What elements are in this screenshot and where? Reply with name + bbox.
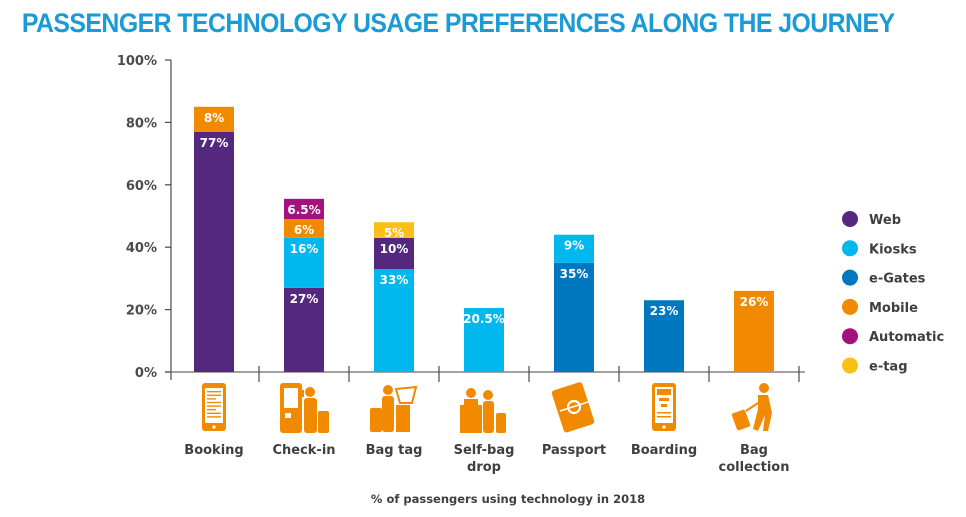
legend-item-web: Web <box>842 211 901 228</box>
bar-segment-automatic <box>284 198 324 220</box>
bar-stack-check-in: 27% 16% 6% 6.5% <box>284 198 324 372</box>
mobile-boarding-pass-icon <box>652 383 676 431</box>
legend: Web Kiosks e-Gates Mobile Automatic e-tag <box>842 211 944 375</box>
bar-value-label: 23% <box>650 304 679 318</box>
y-tick-label: 80% <box>126 116 157 131</box>
bar-value-label: 6.5% <box>287 203 320 217</box>
legend-swatch <box>842 269 858 286</box>
category-label: Booking <box>184 443 243 458</box>
legend-swatch <box>842 357 858 374</box>
bar-value-label: 8% <box>204 111 224 125</box>
category-labels: Booking Check-in Bag tag Self-bag drop Passpo… <box>184 443 789 475</box>
passport-icon <box>551 382 595 433</box>
legend-swatch <box>842 298 858 315</box>
bar-stack-booking: 77% 8% <box>194 106 234 372</box>
bag-tag-kiosk-icon <box>370 385 418 432</box>
bar-stack-bag-collection: 26% <box>734 290 774 372</box>
legend-label: Automatic <box>869 330 944 345</box>
bar-segment-e-gates <box>554 262 594 372</box>
bar-value-label: 6% <box>294 223 314 237</box>
traveler-with-luggage-icon <box>731 383 772 431</box>
category-label: Boarding <box>631 443 697 458</box>
legend-swatch <box>842 240 858 257</box>
y-tick-label: 100% <box>117 54 157 69</box>
category-label: Check-in <box>272 443 335 458</box>
bar-value-label: 5% <box>384 226 404 240</box>
chart-title: PASSENGER TECHNOLOGY USAGE PREFERENCES A… <box>21 8 895 38</box>
bar-value-label: 9% <box>564 239 584 253</box>
legend-label: Kiosks <box>869 242 917 257</box>
bar-segment-e-gates <box>644 300 684 372</box>
legend-swatch <box>842 328 858 345</box>
legend-label: Mobile <box>869 301 918 316</box>
bar-segment-mobile <box>284 219 324 238</box>
bar-segment-kiosks <box>284 237 324 288</box>
bag-drop-counter-icon <box>460 388 506 433</box>
kiosk-traveler-icon <box>280 383 329 433</box>
category-label: Passport <box>542 443 606 458</box>
category-label: Self-bag drop <box>454 443 515 475</box>
bars: 77% 8% 27% 16% 6% 6.5% 33% 10% 5% 20.5% 35% 9% 23% 26… <box>194 106 774 372</box>
category-icons <box>202 382 772 433</box>
legend-item-e-tag: e-tag <box>842 357 908 375</box>
bar-value-label: 20.5% <box>463 312 505 326</box>
y-tick-label: 0% <box>135 366 157 381</box>
bar-segment-web <box>284 287 324 372</box>
bar-value-label: 33% <box>380 273 409 287</box>
bar-segment-kiosks <box>554 234 594 263</box>
legend-item-automatic: Automatic <box>842 328 944 345</box>
mobile-phone-icon <box>202 383 226 431</box>
legend-swatch <box>842 211 858 227</box>
y-tick-label: 20% <box>126 304 157 319</box>
bar-stack-self-bag-drop: 20.5% <box>463 308 505 372</box>
bar-value-label: 26% <box>740 295 769 309</box>
bar-value-label: 10% <box>380 242 409 256</box>
bar-value-label: 77% <box>200 136 229 150</box>
y-tick-label: 60% <box>126 179 157 194</box>
bar-segment-e-tag <box>374 222 414 238</box>
bar-value-label: 27% <box>290 292 319 306</box>
bar-segment-kiosks <box>464 308 504 372</box>
bar-value-label: 35% <box>560 267 589 281</box>
bar-segment-kiosks <box>374 269 414 372</box>
legend-item-e-gates: e-Gates <box>842 269 926 287</box>
bar-stack-bag-tag: 33% 10% 5% <box>374 222 414 372</box>
bar-stack-boarding: 23% <box>644 300 684 372</box>
bar-stack-passport: 35% 9% <box>554 234 594 372</box>
category-label: Bag tag <box>366 443 423 458</box>
bar-segment-mobile <box>734 290 774 372</box>
y-tick-label: 40% <box>126 241 157 256</box>
legend-label: Web <box>869 213 901 228</box>
bar-segment-mobile <box>194 106 234 132</box>
legend-label: e-tag <box>869 360 908 375</box>
legend-item-mobile: Mobile <box>842 298 918 316</box>
legend-item-kiosks: Kiosks <box>842 240 917 257</box>
x-axis-label: % of passengers using technology in 2018 <box>371 492 645 506</box>
bar-segment-web <box>194 131 234 372</box>
bar-value-label: 16% <box>290 242 319 256</box>
legend-label: e-Gates <box>869 272 926 287</box>
bar-segment-web <box>374 237 414 270</box>
category-label: Bag collection <box>719 443 790 475</box>
